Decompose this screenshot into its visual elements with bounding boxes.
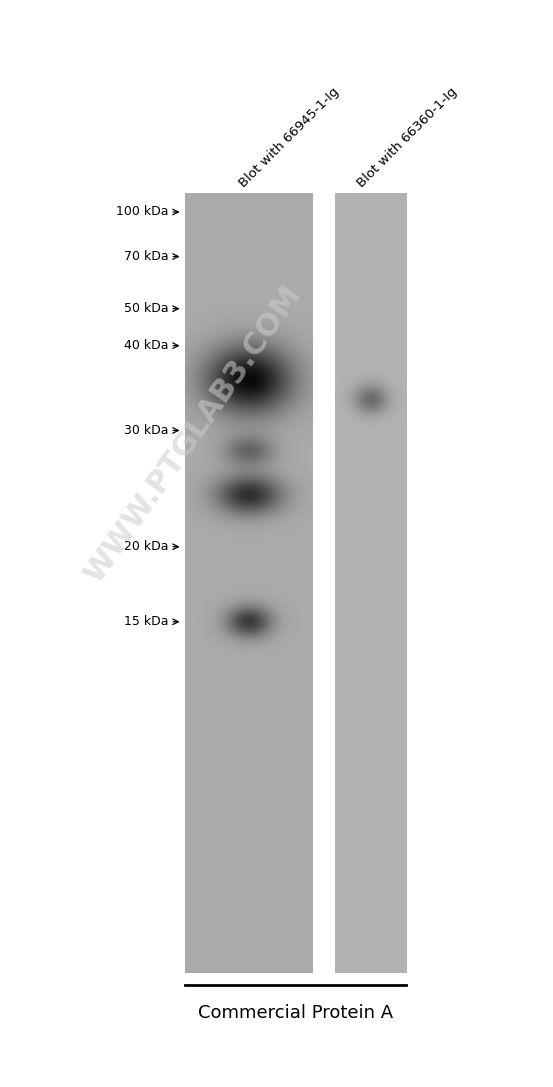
- Text: Blot with 66360-1-Ig: Blot with 66360-1-Ig: [354, 85, 460, 190]
- Text: Blot with 66945-1-Ig: Blot with 66945-1-Ig: [237, 85, 342, 190]
- Text: 50 kDa: 50 kDa: [124, 302, 169, 315]
- Text: 100 kDa: 100 kDa: [116, 205, 169, 218]
- Text: 70 kDa: 70 kDa: [124, 250, 169, 263]
- Text: 20 kDa: 20 kDa: [124, 540, 169, 553]
- Text: Commercial Protein A: Commercial Protein A: [199, 1004, 393, 1023]
- Text: WWW.PTGLAB3.COM: WWW.PTGLAB3.COM: [80, 280, 307, 589]
- Text: 30 kDa: 30 kDa: [124, 424, 169, 437]
- Bar: [335, 193, 406, 973]
- Text: 15 kDa: 15 kDa: [124, 615, 169, 628]
- Bar: [185, 193, 312, 973]
- Text: 40 kDa: 40 kDa: [124, 339, 169, 352]
